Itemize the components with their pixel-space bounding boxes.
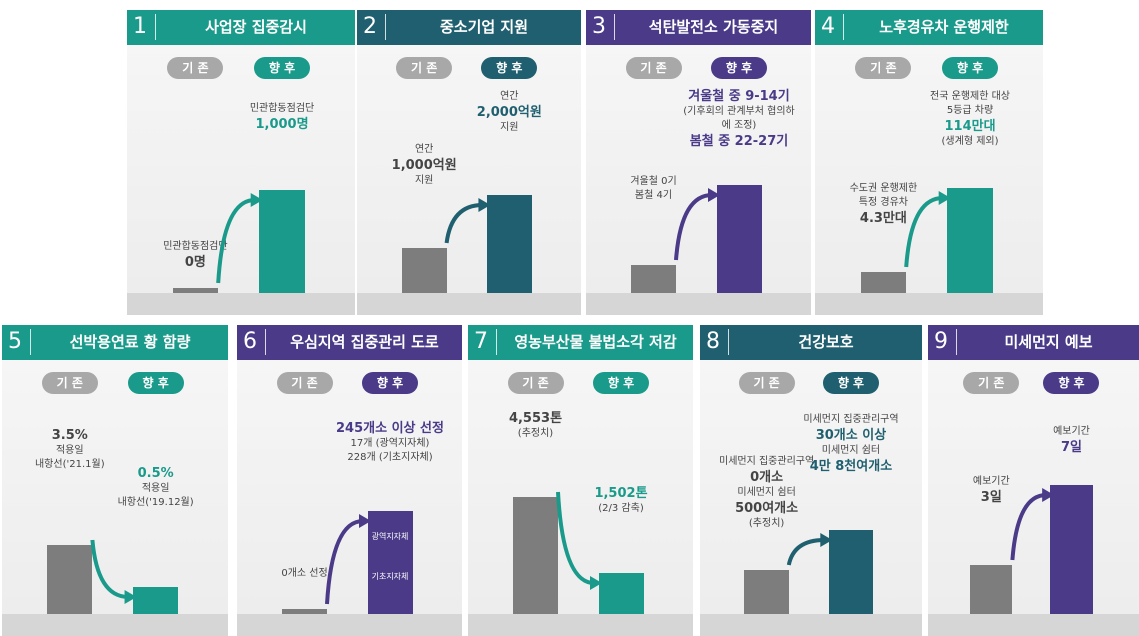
arrow — [447, 205, 483, 243]
arrow-head — [478, 198, 490, 212]
arrow-head — [590, 576, 602, 590]
arrow — [789, 540, 825, 565]
arrow — [558, 492, 594, 583]
arrow — [906, 198, 942, 267]
arrow — [676, 195, 712, 260]
arrow-head — [708, 188, 720, 202]
arrow — [327, 521, 363, 604]
arrow-head — [359, 514, 371, 528]
arrow-head — [820, 533, 832, 547]
arrow-head — [1042, 488, 1054, 502]
arrow — [92, 540, 128, 597]
arrow — [1012, 495, 1046, 560]
arrow-head — [939, 191, 951, 205]
arrow — [218, 200, 254, 283]
arrow-layer — [0, 0, 1139, 636]
arrow-head — [125, 590, 137, 604]
page: {"panels": [ {"number": "1", "title": "사… — [0, 0, 1139, 636]
arrow-head — [251, 193, 263, 207]
